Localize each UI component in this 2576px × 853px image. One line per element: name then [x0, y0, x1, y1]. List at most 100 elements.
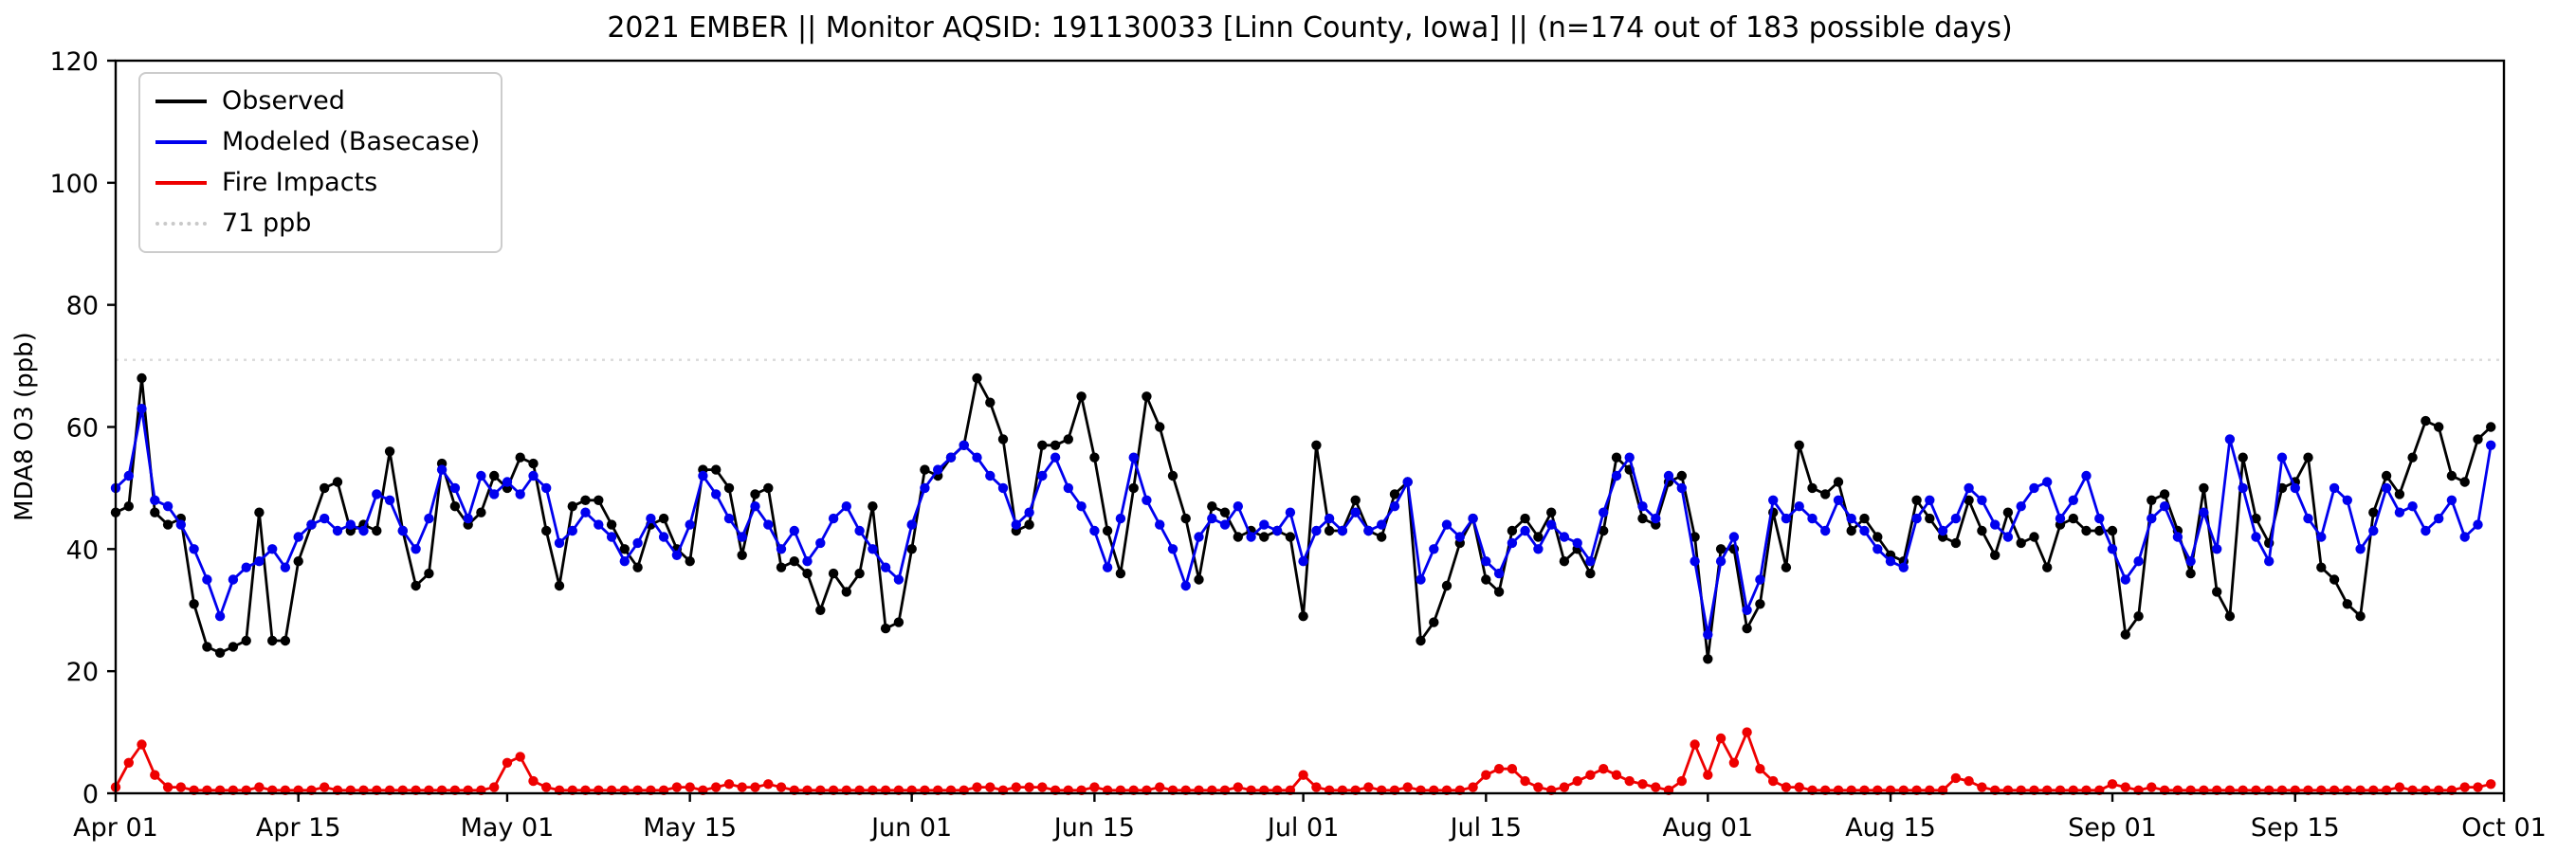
- series-marker-2: [1690, 739, 1700, 750]
- series-marker-1: [2407, 501, 2418, 512]
- series-marker-1: [1794, 501, 1804, 512]
- series-marker-0: [1964, 495, 1974, 505]
- series-marker-1: [1142, 495, 1152, 505]
- series-marker-0: [1990, 550, 2001, 560]
- series-marker-1: [2055, 513, 2066, 524]
- series-marker-1: [372, 489, 382, 499]
- series-marker-0: [1063, 434, 1074, 445]
- series-marker-2: [502, 757, 513, 768]
- series-marker-1: [2094, 513, 2105, 524]
- series-marker-0: [2329, 574, 2340, 585]
- series-marker-0: [1507, 525, 1518, 536]
- legend: Observed Modeled (Basecase) Fire Impacts 71…: [138, 72, 503, 253]
- series-marker-2: [2486, 779, 2496, 789]
- series-marker-1: [175, 519, 186, 530]
- series-marker-2: [150, 770, 160, 780]
- x-tick-label: May 01: [461, 813, 555, 843]
- series-marker-1: [1271, 525, 1283, 536]
- series-marker-0: [1180, 513, 1191, 524]
- series-marker-1: [1728, 532, 1740, 542]
- series-marker-0: [868, 501, 878, 512]
- series-marker-0: [2342, 599, 2352, 609]
- series-marker-1: [1311, 525, 1322, 536]
- series-marker-1: [1246, 532, 1256, 542]
- series-marker-1: [320, 513, 330, 524]
- series-marker-1: [489, 489, 500, 499]
- series-marker-0: [2133, 611, 2144, 622]
- series-marker-1: [1468, 513, 1478, 524]
- series-marker-1: [2446, 495, 2457, 505]
- series-marker-0: [528, 458, 539, 469]
- series-marker-1: [1233, 501, 1244, 512]
- series-marker-0: [1911, 495, 1922, 505]
- x-tick-label: Apr 15: [256, 813, 341, 843]
- series-marker-1: [594, 519, 604, 530]
- series-marker-2: [1781, 782, 1792, 792]
- series-marker-1: [2133, 556, 2144, 567]
- series-marker-2: [1585, 770, 1596, 780]
- series-marker-0: [1859, 513, 1870, 524]
- series-marker-0: [1389, 489, 1400, 499]
- series-marker-0: [2421, 415, 2431, 426]
- series-marker-0: [424, 568, 434, 579]
- series-marker-0: [162, 519, 174, 530]
- series-marker-0: [1155, 422, 1165, 432]
- series-marker-0: [123, 501, 134, 512]
- series-marker-1: [1337, 525, 1348, 536]
- series-marker-1: [2473, 519, 2483, 530]
- series-marker-0: [1377, 532, 1387, 542]
- series-marker-1: [1507, 537, 1518, 549]
- series-marker-2: [254, 782, 265, 792]
- series-marker-0: [1416, 635, 1426, 646]
- series-marker-0: [241, 635, 251, 646]
- series-marker-1: [1637, 501, 1648, 512]
- series-marker-2: [1155, 782, 1165, 792]
- series-marker-0: [985, 397, 996, 408]
- series-marker-1: [2185, 556, 2196, 567]
- series-marker-1: [1454, 532, 1466, 542]
- series-marker-1: [189, 544, 199, 554]
- series-marker-1: [1128, 452, 1139, 463]
- series-marker-0: [1298, 611, 1308, 622]
- series-marker-1: [1990, 519, 2001, 530]
- series-marker-1: [1977, 495, 1987, 505]
- series-marker-1: [1937, 525, 1948, 536]
- series-marker-2: [1572, 775, 1582, 787]
- series-marker-0: [2368, 507, 2379, 517]
- series-marker-1: [1690, 556, 1700, 567]
- series-marker-1: [1207, 513, 1217, 524]
- series-marker-1: [2276, 452, 2288, 463]
- series-marker-0: [1207, 501, 1217, 512]
- series-marker-0: [880, 623, 891, 634]
- series-marker-2: [515, 752, 525, 762]
- series-marker-2: [1676, 775, 1688, 787]
- series-marker-1: [985, 470, 996, 481]
- series-marker-2: [1233, 782, 1244, 792]
- series-marker-2: [1507, 764, 1518, 774]
- series-marker-0: [1611, 452, 1622, 463]
- series-marker-0: [658, 513, 669, 524]
- series-marker-1: [541, 482, 552, 494]
- series-marker-0: [2434, 422, 2444, 432]
- series-marker-1: [2381, 482, 2392, 494]
- series-marker-0: [1128, 482, 1139, 494]
- series-marker-0: [280, 635, 291, 646]
- series-marker-1: [2068, 495, 2078, 505]
- x-tick-label: Jul 15: [1449, 813, 1523, 843]
- series-marker-0: [1846, 525, 1856, 536]
- series-marker-1: [1520, 525, 1530, 536]
- series-marker-0: [854, 568, 865, 579]
- x-tick-label: Jun 01: [869, 813, 952, 843]
- series-marker-1: [933, 464, 943, 475]
- series-marker-0: [2303, 452, 2313, 463]
- series-marker-1: [972, 452, 982, 463]
- series-marker-0: [2486, 422, 2496, 432]
- series-marker-2: [1599, 764, 1609, 774]
- y-tick-label: 60: [66, 414, 99, 444]
- series-marker-1: [1324, 513, 1335, 524]
- series-marker-0: [2212, 587, 2222, 597]
- series-marker-1: [2120, 574, 2130, 585]
- series-marker-2: [1520, 775, 1530, 787]
- series-marker-1: [1180, 580, 1191, 591]
- series-marker-0: [2107, 525, 2118, 536]
